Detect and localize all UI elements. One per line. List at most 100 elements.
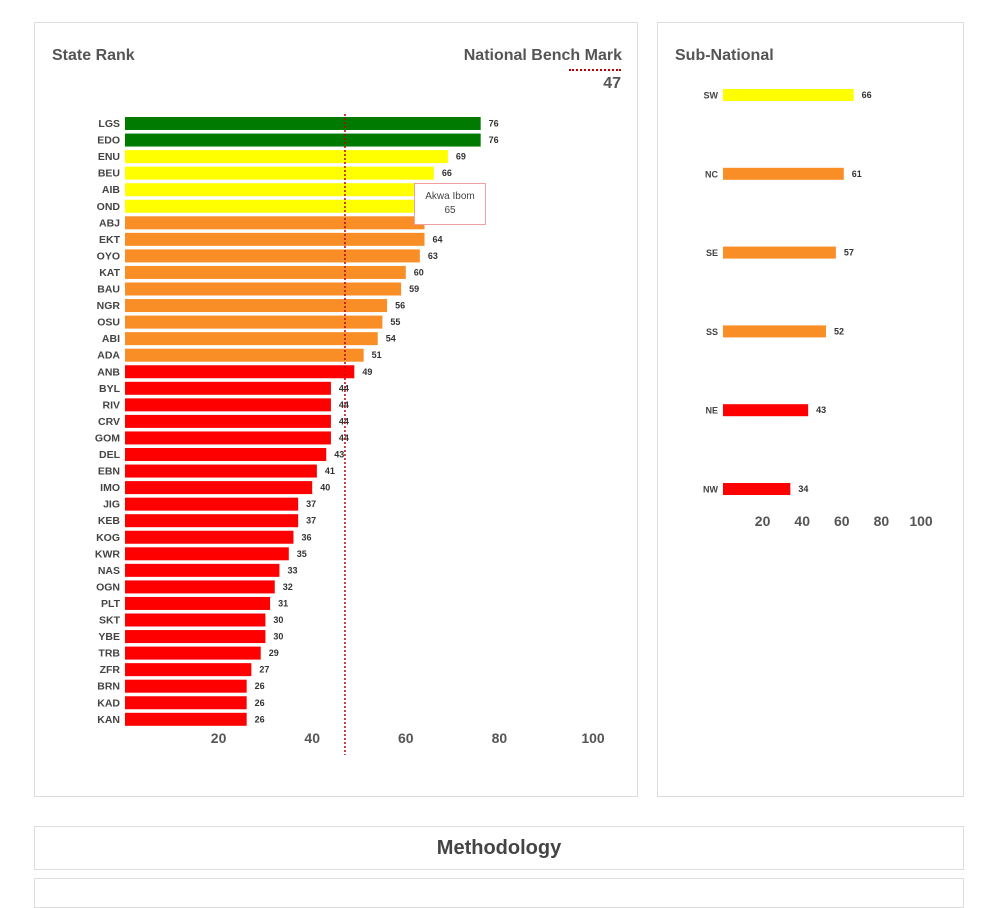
- state-rank-title: State Rank: [52, 47, 135, 64]
- data-label: 49: [362, 367, 372, 377]
- tooltip-name: Akwa Ibom: [425, 191, 475, 202]
- bar: [125, 630, 266, 644]
- data-label: 57: [844, 248, 854, 258]
- category-label: NE: [705, 406, 718, 416]
- category-label: ABJ: [99, 217, 120, 229]
- data-label: 54: [386, 334, 396, 344]
- category-label: IMO: [100, 482, 120, 494]
- bar: [125, 166, 434, 180]
- data-label: 44: [339, 400, 349, 410]
- category-label: ENU: [98, 151, 120, 163]
- benchmark-label: National Bench Mark: [463, 47, 622, 64]
- bar: [125, 596, 271, 610]
- data-label: 52: [834, 326, 844, 336]
- bar: [125, 530, 294, 544]
- category-label: SKT: [99, 615, 121, 627]
- category-label: NAS: [98, 565, 120, 577]
- data-label: 56: [395, 301, 405, 311]
- data-label: 26: [255, 698, 265, 708]
- bar: [723, 246, 836, 259]
- x-tick-label: 60: [834, 513, 850, 529]
- data-label: 66: [442, 168, 452, 178]
- category-label: NGR: [97, 300, 121, 312]
- data-label: 41: [325, 466, 335, 476]
- category-label: KOG: [96, 532, 120, 544]
- data-label: 63: [428, 251, 438, 261]
- bar: [125, 282, 402, 296]
- data-label: 26: [255, 714, 265, 724]
- bar: [125, 199, 430, 213]
- category-label: BEU: [98, 168, 120, 180]
- bar: [125, 315, 383, 329]
- bar: [125, 332, 378, 346]
- category-label: KEB: [98, 515, 121, 527]
- x-tick-label: 40: [794, 513, 810, 529]
- category-label: NC: [705, 169, 718, 179]
- data-label: 76: [489, 119, 499, 129]
- bar: [125, 481, 313, 495]
- category-label: ABI: [102, 333, 120, 345]
- bar: [125, 696, 247, 710]
- bar: [125, 398, 331, 412]
- bar: [125, 381, 331, 395]
- bar: [125, 365, 355, 379]
- data-label: 44: [339, 383, 349, 393]
- category-label: EBN: [98, 466, 120, 478]
- category-label: TRB: [98, 648, 120, 660]
- data-label: 44: [339, 416, 349, 426]
- category-label: KAT: [99, 267, 120, 279]
- data-label: 37: [306, 516, 316, 526]
- bar: [125, 563, 280, 577]
- category-label: KAD: [97, 697, 120, 709]
- tooltip-value: 65: [444, 205, 456, 216]
- category-label: RIV: [102, 399, 120, 411]
- category-label: OGN: [96, 581, 120, 593]
- sub-national-chart: SW 66 NC 61 SE 57 SS 52 NE 43 NW 34 20 40 60 80 100: [703, 89, 933, 529]
- tooltip: Akwa Ibom 65: [414, 183, 486, 225]
- category-label: NW: [703, 485, 718, 495]
- data-label: 31: [278, 598, 288, 608]
- bar: [125, 133, 481, 147]
- x-tick-label: 80: [492, 730, 508, 746]
- data-label: 30: [273, 632, 283, 642]
- bar: [723, 325, 826, 338]
- bar: [125, 249, 420, 263]
- category-label: BYL: [99, 383, 121, 395]
- bar: [125, 613, 266, 627]
- data-label: 32: [283, 582, 293, 592]
- methodology-panel[interactable]: Methodology: [34, 826, 964, 870]
- data-label: 61: [852, 169, 862, 179]
- bar: [125, 265, 406, 279]
- data-label: 33: [287, 565, 297, 575]
- category-label: OSU: [97, 317, 120, 329]
- data-label: 27: [259, 665, 269, 675]
- category-label: BAU: [97, 284, 120, 296]
- bottom-panel: [34, 878, 964, 908]
- data-label: 64: [433, 234, 443, 244]
- data-label: 55: [390, 317, 400, 327]
- benchmark-legend-line: [569, 69, 621, 71]
- category-label: OYO: [97, 250, 120, 262]
- category-label: SW: [704, 91, 719, 101]
- bar: [125, 232, 425, 246]
- x-tick-label: 20: [755, 513, 771, 529]
- x-tick-label: 60: [398, 730, 414, 746]
- x-tick-label: 20: [211, 730, 227, 746]
- data-label: 59: [409, 284, 419, 294]
- category-label: KAN: [97, 714, 120, 726]
- bar: [125, 679, 247, 693]
- data-label: 34: [798, 484, 808, 494]
- bar: [723, 89, 854, 101]
- bar: [125, 514, 299, 528]
- category-label: ANB: [97, 366, 120, 378]
- category-label: SS: [706, 327, 718, 337]
- bar: [125, 117, 481, 130]
- data-label: 30: [273, 615, 283, 625]
- category-label: ADA: [97, 350, 120, 362]
- benchmark-value: 47: [603, 75, 621, 92]
- category-label: OND: [97, 201, 121, 213]
- data-label: 37: [306, 499, 316, 509]
- category-label: EDO: [97, 135, 120, 147]
- bar: [723, 404, 809, 417]
- data-label: 36: [301, 532, 311, 542]
